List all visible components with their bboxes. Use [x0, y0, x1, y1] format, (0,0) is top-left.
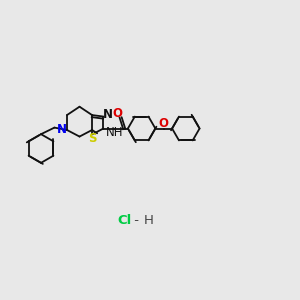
- Text: O: O: [159, 117, 169, 130]
- Text: N: N: [57, 124, 67, 136]
- Text: NH: NH: [106, 126, 124, 139]
- Text: H: H: [144, 214, 153, 227]
- Text: S: S: [88, 132, 97, 145]
- Text: Cl: Cl: [118, 214, 132, 227]
- Text: -: -: [130, 214, 143, 227]
- Text: N: N: [103, 108, 112, 121]
- Text: O: O: [113, 107, 123, 120]
